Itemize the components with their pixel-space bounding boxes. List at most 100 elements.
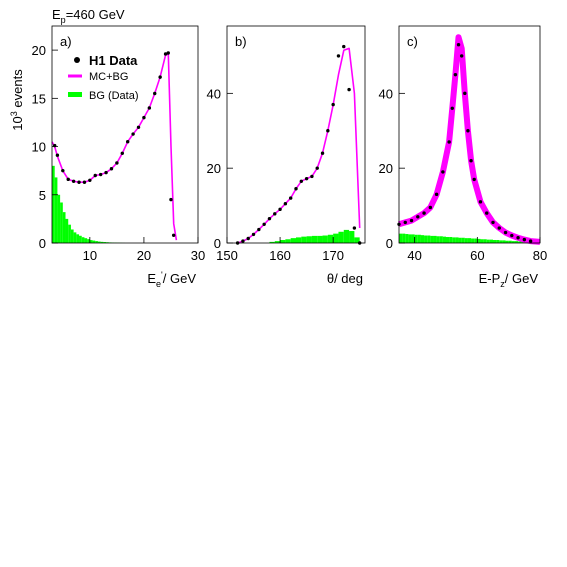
bg-bar: [100, 241, 104, 243]
bg-bar: [269, 241, 275, 243]
data-point: [472, 177, 476, 182]
bg-bar: [508, 240, 512, 243]
data-point: [459, 54, 464, 58]
bg-bar: [505, 240, 509, 243]
data-point: [93, 173, 97, 178]
bg-bar: [84, 238, 88, 243]
data-point: [441, 170, 445, 174]
bg-bar: [57, 194, 61, 243]
x-tick-label: 40: [407, 248, 421, 263]
legend: H1 Data MC+BG BG (Data): [68, 53, 139, 102]
x-axis-label: θ/ deg: [327, 271, 363, 286]
data-point: [491, 220, 495, 225]
bg-bar: [402, 233, 406, 243]
bg-bar: [511, 241, 515, 243]
bg-bar: [317, 235, 323, 243]
bg-bar: [458, 237, 462, 243]
bg-bar: [464, 238, 468, 243]
data-point: [71, 179, 76, 183]
bg-bar: [62, 212, 66, 243]
data-point: [241, 239, 245, 243]
data-point: [288, 196, 293, 200]
data-point: [528, 239, 533, 243]
bg-bar: [477, 238, 481, 243]
y-tick-label: 15: [32, 91, 46, 106]
y-tick-label: 0: [386, 236, 393, 251]
bg-bar: [95, 241, 98, 243]
data-point: [478, 200, 483, 204]
data-point: [510, 233, 514, 238]
data-point: [273, 212, 277, 216]
bg-bar: [280, 240, 286, 243]
data-point: [342, 44, 346, 49]
bg-bar: [65, 218, 69, 243]
bg-bar: [467, 238, 472, 243]
bg-bar: [408, 234, 412, 243]
bg-bar: [420, 235, 425, 243]
x-tick-label: 60: [470, 248, 484, 263]
data-point: [326, 129, 330, 133]
data-point: [315, 166, 319, 170]
bg-bar: [349, 231, 355, 243]
y-tick-label: 10: [32, 140, 46, 155]
data-point: [262, 222, 266, 226]
bg-bar: [343, 229, 350, 243]
bg-bar: [424, 235, 428, 243]
data-point: [169, 197, 173, 202]
bg-bar: [489, 239, 493, 243]
bg-bar: [439, 236, 443, 243]
panel-frame: [51, 25, 199, 244]
bg-bar: [483, 239, 487, 243]
data-point: [450, 106, 454, 111]
bg-bar: [461, 237, 465, 243]
y-tick-label: 20: [379, 161, 393, 176]
data-point: [422, 211, 426, 215]
data-point: [352, 226, 357, 230]
data-point: [503, 230, 508, 235]
bg-bar: [285, 239, 291, 243]
data-point: [120, 151, 124, 156]
bg-bar: [471, 238, 475, 243]
bg-bar: [103, 242, 107, 243]
bg-bar: [446, 237, 450, 243]
data-point: [310, 174, 314, 179]
data-point: [131, 132, 135, 136]
data-point: [126, 140, 130, 144]
data-point: [522, 237, 527, 242]
y-tick-label: 0: [214, 236, 221, 251]
bg-bar: [399, 233, 403, 243]
data-point: [331, 102, 335, 107]
bg-bar: [89, 240, 93, 243]
data-point: [456, 43, 461, 47]
bg-bar: [502, 240, 506, 243]
data-point: [88, 178, 92, 183]
bg-bar: [79, 235, 82, 243]
legend-bg-label: BG (Data): [89, 90, 139, 102]
bg-bar: [433, 235, 437, 243]
data-point: [497, 226, 501, 230]
data-point: [55, 153, 60, 157]
x-tick-label: 150: [216, 248, 238, 263]
data-point: [447, 140, 451, 144]
data-point: [136, 125, 141, 129]
data-point: [466, 129, 470, 133]
panel-label: c): [407, 34, 418, 49]
bg-bar: [480, 239, 484, 243]
data-point: [283, 202, 288, 206]
bg-bar: [514, 241, 519, 243]
data-point: [453, 72, 458, 77]
bg-bar: [301, 236, 307, 243]
x-tick-label: 10: [83, 248, 97, 263]
bg-bar: [296, 237, 302, 243]
x-tick-label: 20: [137, 248, 151, 263]
bg-bar: [474, 238, 478, 243]
data-point: [61, 168, 65, 173]
bg-bar: [68, 224, 71, 243]
data-point: [434, 192, 439, 197]
panel-b: 0 20 40 150 160 170 b) θ/ deg: [207, 25, 366, 286]
data-point: [294, 187, 298, 191]
panel-label: b): [235, 34, 247, 49]
bg-bar: [52, 165, 55, 243]
data-point: [267, 216, 272, 221]
bg-bar: [54, 177, 58, 243]
